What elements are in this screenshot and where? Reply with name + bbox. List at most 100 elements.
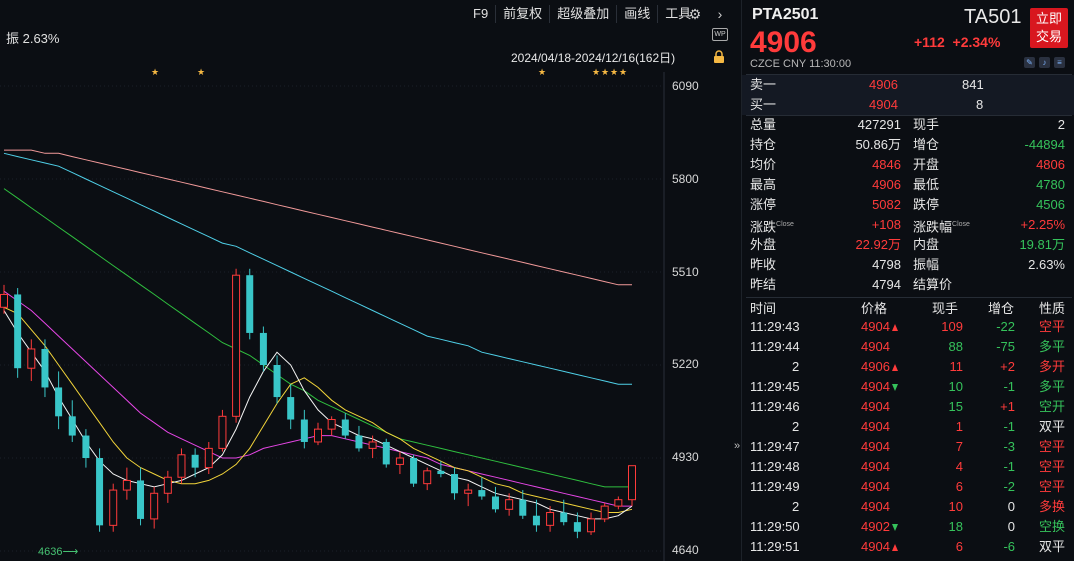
tick-oi-change: 0 — [1007, 519, 1015, 534]
tick-row[interactable]: 11:29:48 4904 4 -1 空平 — [742, 457, 1074, 477]
stat-label: 振幅 — [913, 257, 940, 272]
toolbar-draw[interactable]: 画线 — [616, 5, 657, 23]
stat-value: 5082 — [872, 197, 901, 212]
list-icon[interactable]: ≡ — [1054, 57, 1065, 68]
candle — [464, 483, 473, 507]
stats-row: 昨结 4794 结算价 — [742, 275, 1074, 295]
stat-value: 427291 — [857, 117, 901, 132]
event-star-icon[interactable]: ★ — [619, 67, 628, 77]
toolbar-f9[interactable]: F9 — [473, 6, 489, 21]
event-star-icon[interactable]: ★ — [151, 67, 160, 77]
tick-time: 11:29:47 — [750, 439, 800, 454]
tick-row[interactable]: 2 4904 10 0 多换 — [742, 497, 1074, 517]
toolbar-adjust[interactable]: 前复权 — [495, 5, 549, 23]
toolbar-overlay[interactable]: 超级叠加 — [549, 5, 616, 23]
event-star-icon[interactable]: ★ — [197, 67, 206, 77]
stat-label: 最高 — [750, 177, 777, 192]
tick-row[interactable]: 11:29:46 4904 15 +1 空开 — [742, 397, 1074, 417]
candle — [573, 512, 581, 539]
tick-nature: 空平 — [1039, 319, 1066, 334]
tick-row[interactable]: 11:29:44 4904 88 -75 多平 — [742, 337, 1074, 357]
tick-time: 11:29:50 — [750, 519, 800, 534]
tick-volume: 4 — [955, 459, 963, 474]
last-price: 4906 — [750, 26, 817, 59]
tick-oi-change: -2 — [1003, 479, 1015, 494]
down-arrow-icon — [891, 384, 898, 392]
y-axis-label: 5510 — [672, 265, 699, 279]
tick-price: 4904 — [861, 479, 890, 494]
candle — [300, 409, 308, 449]
tick-price: 4904 — [861, 399, 890, 414]
stat-value: 4798 — [872, 257, 901, 272]
tick-row[interactable]: 11:29:45 4904 10 -1 多平 — [742, 377, 1074, 397]
candle — [478, 477, 486, 500]
candle — [341, 413, 349, 439]
stat-label: 均价 — [750, 157, 777, 172]
kline-chart-area[interactable]: F9 前复权 超级叠加 画线 工具 ⚙ › 振 2.63% 2024/04/18… — [0, 0, 733, 561]
candle — [560, 499, 568, 526]
tick-oi-change: -1 — [1003, 379, 1015, 394]
stat-label: 结算价 — [913, 277, 953, 292]
stat-label: 增仓 — [913, 137, 940, 152]
tick-nature: 多平 — [1039, 379, 1066, 394]
tick-row[interactable]: 11:29:47 4904 7 -3 空平 — [742, 437, 1074, 457]
tick-price: 4904 — [861, 537, 898, 557]
expand-arrow-icon[interactable]: » — [734, 440, 741, 452]
tick-nature: 空开 — [1039, 399, 1066, 414]
min-price-marker: 4636⟶ — [38, 546, 79, 558]
candle — [546, 506, 555, 532]
tick-row[interactable]: 11:29:43 4904 109 -22 空平 — [742, 317, 1074, 337]
y-axis-label: 5220 — [672, 357, 699, 371]
candle — [451, 467, 459, 500]
tick-oi-change: -75 — [996, 339, 1015, 354]
exchange-meta: CZCE CNY 11:30:00 — [750, 58, 852, 70]
tick-price: 4902 — [861, 517, 898, 537]
tick-price: 4904 — [861, 439, 890, 454]
event-star-icon[interactable]: ★ — [601, 67, 610, 77]
candle — [532, 499, 540, 532]
date-range: 2024/04/18-2024/12/16(162日) — [511, 51, 676, 65]
candle — [273, 355, 281, 404]
stats-row: 均价 4846 开盘 4806 — [742, 155, 1074, 175]
candle — [519, 490, 527, 519]
toolbar-tools[interactable]: 工具 — [657, 5, 698, 23]
event-star-icon[interactable]: ★ — [538, 67, 547, 77]
tick-row[interactable]: 11:29:50 4902 18 0 空换 — [742, 517, 1074, 537]
lock-icon[interactable] — [712, 50, 726, 64]
tick-price: 4904 — [861, 459, 890, 474]
up-arrow-icon — [891, 544, 898, 552]
stat-label: 涨停 — [750, 197, 777, 212]
ask-row: 卖一 4906 841 — [742, 75, 1074, 95]
tick-nature: 多换 — [1039, 499, 1066, 514]
tick-nature: 双平 — [1039, 539, 1066, 554]
event-star-icon[interactable]: ★ — [592, 67, 601, 77]
stats-row: 总量 427291 现手 2 — [742, 115, 1074, 135]
trade-now-button[interactable]: 立即交易 — [1030, 8, 1068, 48]
tick-row[interactable]: 11:29:51 4904 6 -6 双平 — [742, 537, 1074, 557]
quote-action-icons: ✎ ♪ ≡ — [1024, 57, 1065, 68]
tick-nature: 空平 — [1039, 439, 1066, 454]
stat-value: 4806 — [1036, 157, 1065, 172]
tick-row[interactable]: 11:29:49 4904 6 -2 空平 — [742, 477, 1074, 497]
candle — [218, 409, 227, 452]
tick-price: 4904 — [861, 377, 898, 397]
tick-row[interactable]: 2 4906 11 +2 多开 — [742, 357, 1074, 377]
chart-toolbar: F9 前复权 超级叠加 画线 工具 — [466, 5, 698, 23]
wp-badge[interactable]: WP — [712, 28, 728, 41]
stat-label: 跌停 — [913, 197, 940, 212]
gear-icon[interactable]: ⚙ — [688, 6, 702, 22]
tick-oi-change: 0 — [1007, 499, 1015, 514]
ma5-line — [3, 310, 633, 520]
kline-chart[interactable] — [0, 0, 733, 561]
stat-label: 现手 — [913, 117, 940, 132]
ma120-line — [3, 152, 632, 385]
bell-icon[interactable]: ♪ — [1039, 57, 1050, 68]
tick-price: 4904 — [861, 339, 890, 354]
event-star-icon[interactable]: ★ — [610, 67, 619, 77]
chevron-right-icon[interactable]: › — [717, 6, 723, 22]
tick-time: 2 — [792, 359, 800, 374]
tick-row[interactable]: 2 4904 1 -1 双平 — [742, 417, 1074, 437]
y-axis-label: 4640 — [672, 543, 699, 557]
stat-label: 持仓 — [750, 137, 777, 152]
edit-icon[interactable]: ✎ — [1024, 57, 1035, 68]
